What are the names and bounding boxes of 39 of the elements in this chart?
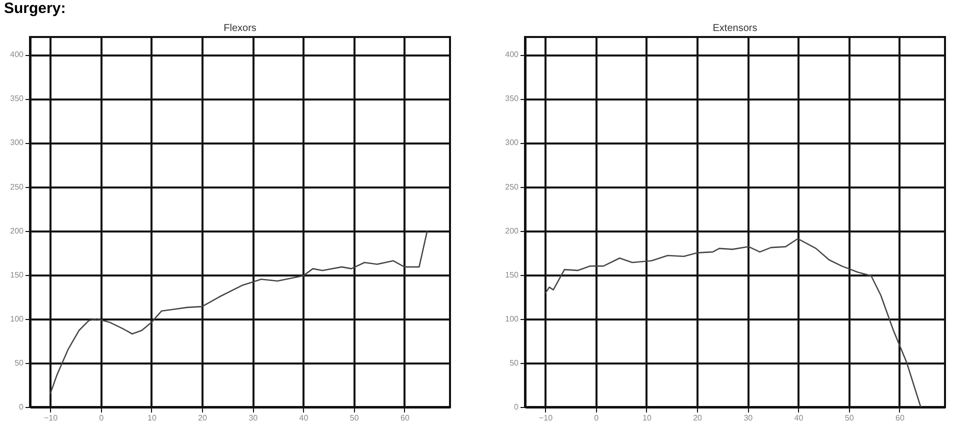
y-tick-label: 100 bbox=[10, 314, 24, 324]
y-tick-label: 50 bbox=[14, 358, 24, 368]
y-tick-label: 250 bbox=[505, 182, 520, 192]
chart-title: Flexors bbox=[224, 23, 256, 34]
y-tick-label: 250 bbox=[10, 182, 24, 192]
chart-title: Extensors bbox=[712, 23, 758, 34]
y-tick-label: 150 bbox=[505, 270, 520, 280]
y-tick-label: 350 bbox=[505, 94, 520, 104]
x-tick-label: 40 bbox=[299, 414, 309, 422]
x-tick-label: 10 bbox=[642, 414, 652, 422]
y-tick-label: 200 bbox=[10, 226, 24, 236]
x-tick-label: 50 bbox=[844, 414, 854, 422]
x-tick-label: 60 bbox=[896, 414, 905, 422]
x-tick-label: 50 bbox=[350, 414, 360, 422]
x-tick-label: 0 bbox=[594, 414, 600, 422]
x-tick-label: 30 bbox=[248, 414, 258, 422]
y-tick-label: 300 bbox=[10, 138, 24, 148]
text: Surgery: bbox=[4, 0, 66, 17]
y-tick-label: 0 bbox=[514, 402, 520, 412]
x-tick-label: 20 bbox=[693, 414, 703, 422]
y-tick-label: 0 bbox=[19, 402, 24, 412]
line-series bbox=[544, 238, 922, 407]
x-tick-label: −10 bbox=[538, 414, 554, 422]
y-tick-label: 50 bbox=[510, 358, 520, 368]
y-tick-label: 400 bbox=[505, 50, 520, 60]
y-tick-label: 350 bbox=[10, 94, 24, 104]
y-tick-label: 150 bbox=[10, 270, 24, 280]
x-tick-label: 30 bbox=[744, 414, 754, 422]
y-tick-label: 200 bbox=[505, 226, 520, 236]
y-tick-label: 100 bbox=[505, 314, 520, 324]
y-tick-label: 400 bbox=[10, 50, 24, 60]
x-tick-label: 40 bbox=[794, 414, 804, 422]
x-tick-label: 10 bbox=[147, 414, 157, 422]
line-series bbox=[50, 230, 428, 394]
y-tick-label: 300 bbox=[505, 138, 520, 148]
x-tick-label: 20 bbox=[198, 414, 208, 422]
x-tick-label: 60 bbox=[400, 414, 410, 422]
x-tick-label: 0 bbox=[99, 414, 104, 422]
x-tick-label: −10 bbox=[44, 414, 58, 422]
